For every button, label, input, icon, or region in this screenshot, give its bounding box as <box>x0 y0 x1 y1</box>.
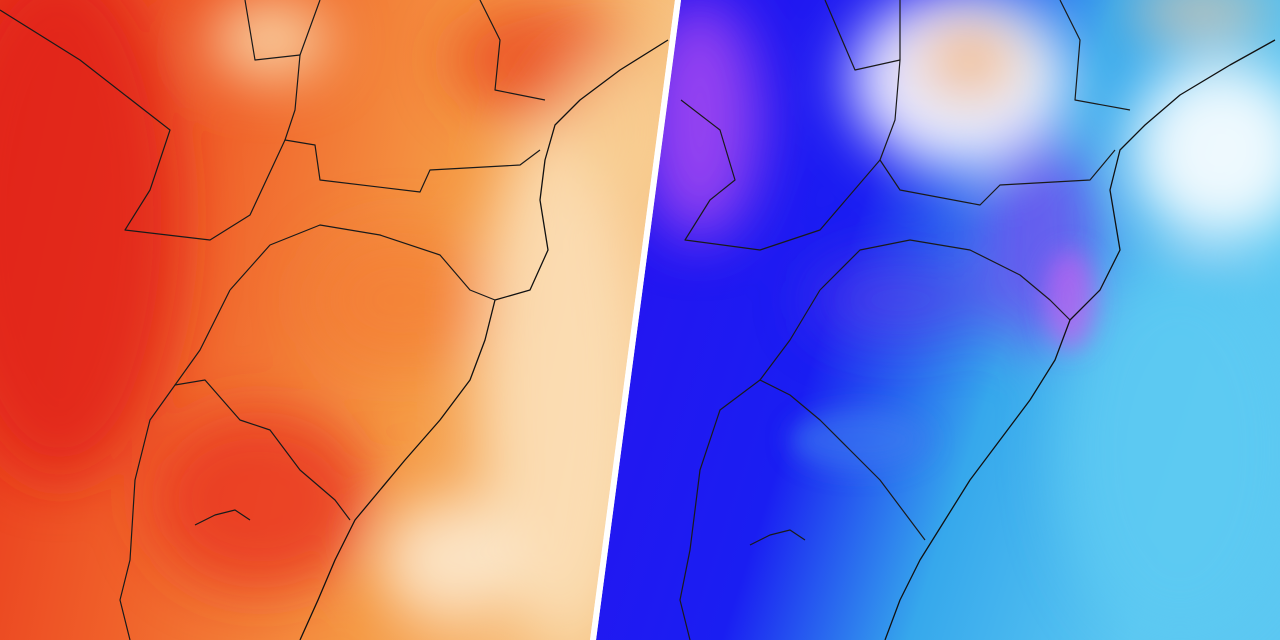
border <box>174 379 351 521</box>
divider <box>590 0 681 640</box>
border <box>194 509 251 526</box>
border <box>899 0 1131 111</box>
border <box>0 9 286 241</box>
warm-blobs <box>0 0 675 640</box>
border <box>679 289 821 640</box>
border <box>229 224 496 301</box>
border <box>119 289 231 640</box>
coastline <box>299 39 669 640</box>
border <box>299 0 546 101</box>
border <box>759 379 926 541</box>
border <box>244 0 541 193</box>
left-map <box>0 0 675 640</box>
border <box>824 0 1116 206</box>
border <box>819 239 1071 321</box>
border <box>749 529 806 546</box>
right-map <box>596 0 1280 640</box>
cool-blobs <box>640 0 1280 640</box>
border <box>680 99 881 251</box>
